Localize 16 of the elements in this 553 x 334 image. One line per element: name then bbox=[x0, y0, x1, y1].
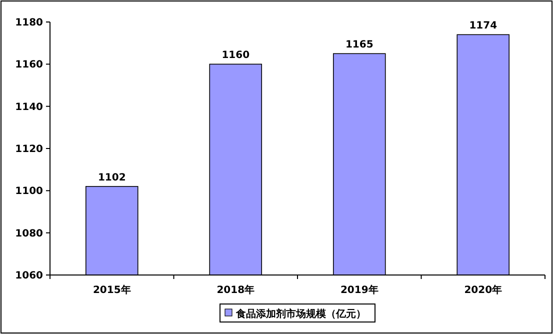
y-tick-label: 1180 bbox=[15, 18, 44, 28]
x-tick-label: 2015年 bbox=[92, 284, 131, 296]
y-tick-label: 1100 bbox=[15, 186, 44, 198]
x-tick-label: 2020年 bbox=[464, 284, 502, 296]
data-label: 1174 bbox=[469, 20, 498, 32]
data-label: 1160 bbox=[222, 50, 250, 62]
y-tick-label: 1060 bbox=[15, 270, 44, 282]
x-tick-label: 2018年 bbox=[216, 284, 255, 296]
y-tick-label: 1120 bbox=[15, 144, 44, 155]
data-label: 1102 bbox=[98, 172, 126, 184]
y-tick-label: 1080 bbox=[15, 228, 44, 240]
y-tick-label: 1140 bbox=[15, 102, 44, 113]
y-tick-label: 1160 bbox=[15, 60, 44, 71]
x-tick-label: 2019年 bbox=[340, 284, 378, 296]
legend-label: 食品添加剂市场规模（亿元） bbox=[235, 308, 366, 320]
data-label: 1165 bbox=[345, 40, 374, 51]
